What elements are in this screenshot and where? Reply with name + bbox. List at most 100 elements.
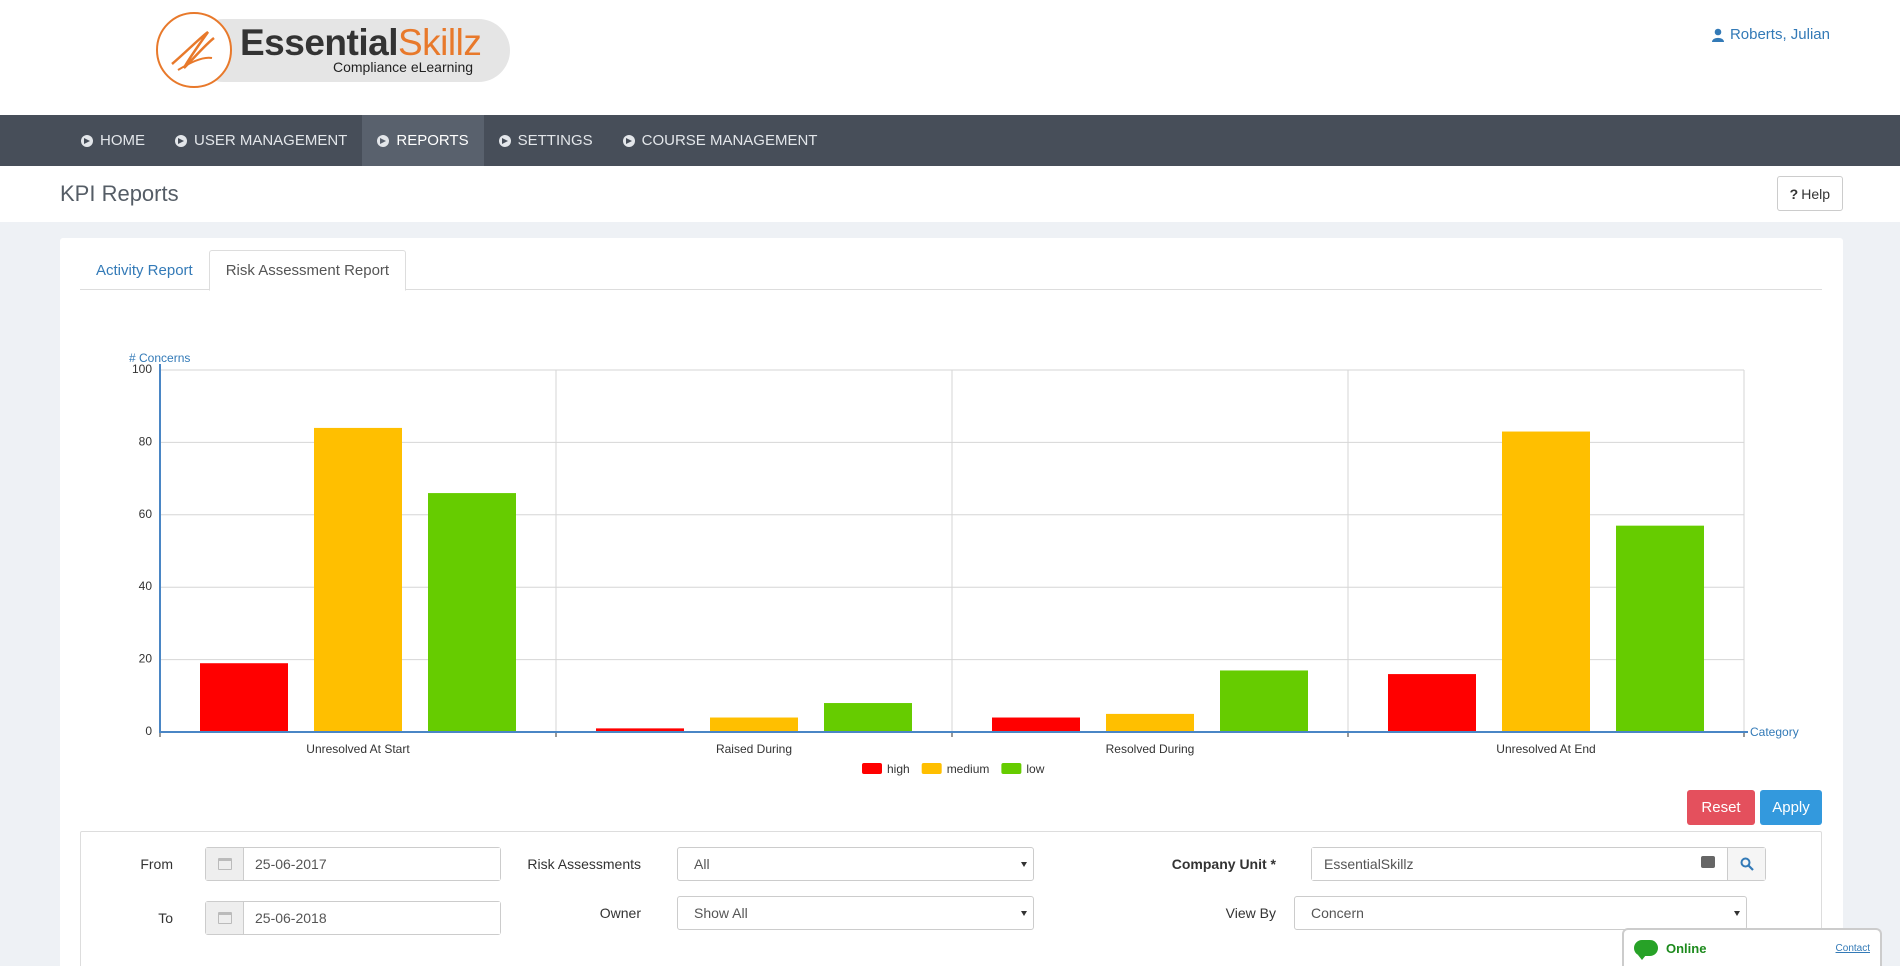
legend-label-low: low [1026,762,1044,776]
calendar-button[interactable] [206,902,244,934]
nav-label: USER MANAGEMENT [194,132,348,149]
x-tick-label: Unresolved At End [1496,742,1595,756]
question-icon: ? [1789,185,1799,202]
to-date-field[interactable] [205,901,501,935]
company-unit-search-button[interactable] [1727,848,1765,880]
owner-label: Owner [599,905,641,921]
chat-bubble-icon [1634,940,1658,960]
calendar-icon [217,858,232,870]
report-tabs: Activity Report Risk Assessment Report [80,250,1822,291]
x-tick-label: Resolved During [1106,742,1195,756]
arrow-circle-right-icon [175,134,187,147]
nav-home[interactable]: HOME [66,115,160,166]
risk-assessments-select[interactable]: All [677,847,1034,881]
view-by-label: View By [1225,905,1276,921]
nav-label: REPORTS [396,132,469,149]
view-by-value: Concern [1311,905,1364,921]
y-tick-label: 0 [145,724,152,738]
nav-label: COURSE MANAGEMENT [641,132,818,149]
owner-value: Show All [694,905,748,921]
x-tick-label: Raised During [716,742,792,756]
bar-high [596,728,684,732]
main-nav: HOME USER MANAGEMENT REPORTS SETTINGS CO… [0,115,1900,166]
view-by-select[interactable]: Concern [1294,896,1747,930]
bar-medium [1502,431,1590,732]
logo-brand: EssentialSkillz [240,22,482,63]
calendar-button[interactable] [206,848,244,880]
bar-medium [710,717,798,732]
legend-label-high: high [887,762,910,776]
user-icon [1711,28,1724,42]
bar-high [200,663,288,732]
bar-low [824,703,912,732]
search-icon [1740,857,1754,871]
logo[interactable]: EssentialSkillz Compliance eLearning [156,12,512,88]
legend-swatch-low [1001,763,1022,774]
y-axis-title: # Concerns [129,351,190,365]
arrow-circle-right-icon [622,134,635,147]
nav-label: SETTINGS [517,132,593,149]
report-panel: Activity Report Risk Assessment Report 0… [60,238,1843,966]
reset-button[interactable]: Reset [1687,790,1755,825]
company-unit-field[interactable]: EssentialSkillz [1311,847,1766,881]
nav-reports[interactable]: REPORTS [362,115,484,166]
bar-high [992,717,1080,732]
help-button[interactable]: ? Help [1776,176,1843,211]
logo-pill [192,19,510,82]
y-tick-label: 20 [139,652,153,666]
y-tick-label: 60 [139,507,153,521]
nav-settings[interactable]: SETTINGS [484,115,608,166]
bar-low [428,493,516,732]
x-tick-label: Unresolved At Start [306,742,410,756]
help-label: Help [1801,185,1830,202]
bar-low [1220,670,1308,732]
y-tick-label: 80 [139,434,153,448]
chat-contact-link[interactable]: Contact [1835,942,1870,954]
bar-low [1616,525,1704,732]
arrow-circle-right-icon [377,134,390,147]
bar-high [1388,674,1476,732]
logo-tagline: Compliance eLearning [333,59,474,75]
user-menu[interactable]: Roberts, Julian [1711,26,1830,43]
caret-down-icon [1734,911,1740,916]
y-tick-label: 40 [139,579,153,593]
page-title: KPI Reports [60,181,179,206]
nav-label: HOME [100,132,145,149]
header: EssentialSkillz Compliance eLearning Rob… [0,0,1900,115]
title-bar: KPI Reports ? Help [0,166,1900,222]
y-tick-label: 100 [132,362,152,376]
risk-assessments-value: All [694,856,710,872]
apply-button[interactable]: Apply [1760,790,1822,825]
company-unit-value: EssentialSkillz [1324,856,1414,872]
nav-course-management[interactable]: COURSE MANAGEMENT [608,115,833,166]
filter-box: From To Risk Assessments All Owner Show … [80,831,1822,966]
tab-risk-assessment-report[interactable]: Risk Assessment Report [208,250,407,291]
company-unit-input[interactable]: EssentialSkillz [1312,848,1727,880]
bar-medium [1106,713,1194,732]
tab-activity-report[interactable]: Activity Report [96,261,193,279]
owner-select[interactable]: Show All [677,896,1034,930]
bar-medium [314,427,402,732]
calendar-icon [217,912,232,924]
user-name: Roberts, Julian [1729,26,1830,43]
logo-swirl-icon [156,12,232,88]
x-axis-title: Category [1750,725,1799,739]
legend-label-medium: medium [947,762,990,776]
keyboard-icon[interactable] [1701,856,1715,868]
chat-widget[interactable]: Online Contact [1622,928,1882,966]
caret-down-icon [1021,862,1027,867]
caret-down-icon [1021,911,1027,916]
from-label: From [140,856,173,872]
to-date-input[interactable] [244,902,500,934]
company-unit-label: Company Unit * [1171,856,1276,872]
legend-swatch-medium [921,763,942,774]
risk-chart: 0 20 40 60 80 100 Unresolved At Start Raised Du… [129,351,1799,776]
from-date-input[interactable] [244,848,500,880]
arrow-circle-right-icon [498,134,511,147]
legend-swatch-high [862,763,882,774]
risk-assessments-label: Risk Assessments [527,856,641,872]
chat-status: Online [1666,940,1707,956]
arrow-circle-right-icon [81,134,93,147]
from-date-field[interactable] [205,847,501,881]
nav-user-management[interactable]: USER MANAGEMENT [160,115,362,166]
